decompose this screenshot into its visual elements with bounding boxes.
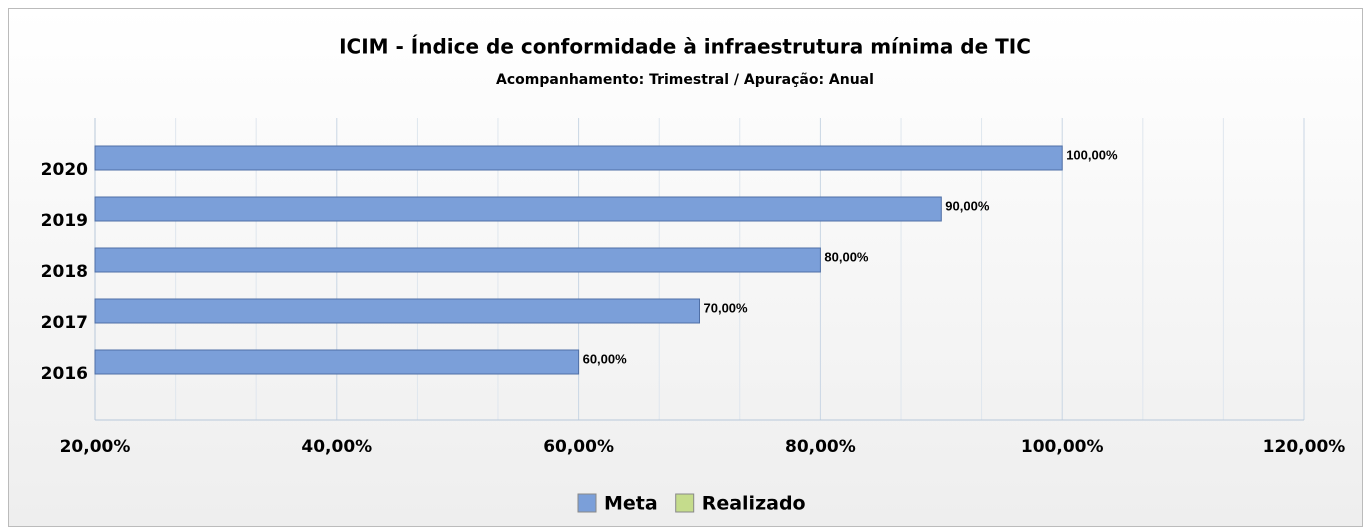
- y-tick-label: 2017: [41, 313, 88, 333]
- x-tick-label: 40,00%: [301, 437, 372, 457]
- bar: [94, 247, 821, 273]
- y-tick-label: 2018: [41, 262, 88, 282]
- legend-swatch: [675, 493, 695, 513]
- x-tick-label: 100,00%: [1021, 437, 1104, 457]
- bar: [94, 145, 1063, 171]
- bar: [94, 349, 580, 375]
- y-tick-label: 2020: [41, 160, 88, 180]
- data-label: 90,00%: [945, 198, 990, 213]
- chart-title: ICIM - Índice de conformidade à infraest…: [339, 35, 1031, 59]
- chart-subtitle: Acompanhamento: Trimestral / Apuração: A…: [496, 72, 874, 88]
- x-tick-label: 80,00%: [785, 437, 856, 457]
- legend-swatch: [577, 493, 597, 513]
- y-tick-label: 2016: [41, 364, 88, 384]
- data-label: 60,00%: [583, 351, 628, 366]
- bar: [94, 196, 942, 222]
- x-tick-label: 120,00%: [1263, 437, 1346, 457]
- bar: [94, 298, 700, 324]
- data-label: 100,00%: [1066, 147, 1118, 162]
- data-label: 80,00%: [824, 249, 869, 264]
- x-tick-label: 60,00%: [543, 437, 614, 457]
- legend-label: Meta: [604, 493, 658, 515]
- y-tick-label: 2019: [41, 211, 88, 231]
- x-tick-label: 20,00%: [60, 437, 131, 457]
- legend-label: Realizado: [702, 493, 806, 515]
- data-label: 70,00%: [704, 300, 749, 315]
